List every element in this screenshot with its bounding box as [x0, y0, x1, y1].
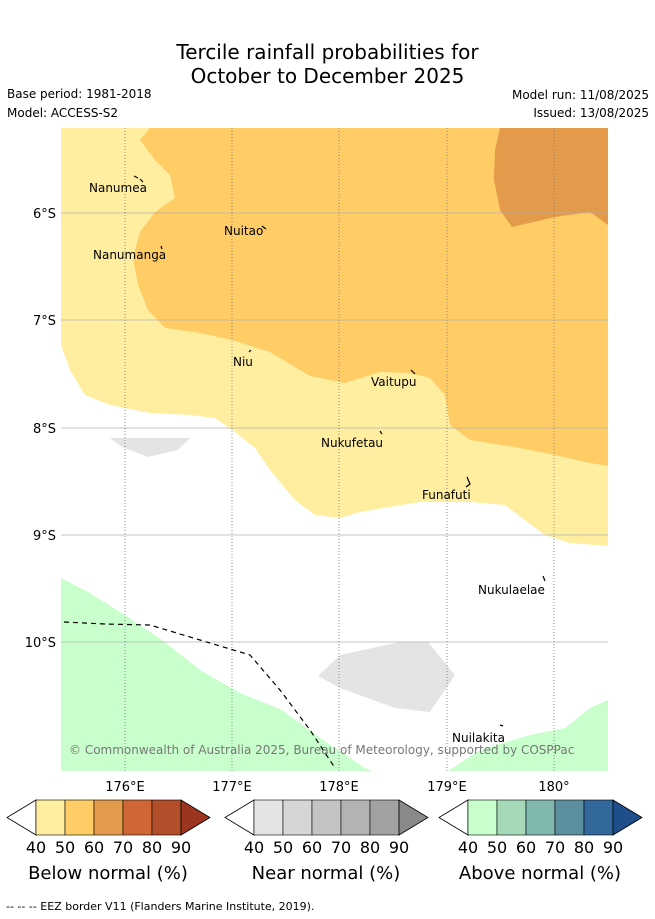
legend-near-label: Near normal (%)	[251, 863, 401, 884]
legend-swatch	[554, 799, 585, 836]
eez-border	[63, 621, 336, 769]
legend-swatch	[253, 799, 284, 836]
legend-tick: 60	[302, 838, 322, 857]
eez-note: -- -- -- EEZ border V11 (Flanders Marine…	[6, 900, 315, 913]
lon-label: 176°E	[105, 780, 145, 795]
legend-swatch	[496, 799, 527, 836]
lat-axis: 6°S 7°S 8°S 9°S 10°S	[25, 207, 56, 651]
legend-swatch	[525, 799, 556, 836]
legend-above-label: Above normal (%)	[458, 863, 622, 884]
place-niu: Niu	[233, 355, 253, 369]
title-line-1: Tercile rainfall probabilities for	[176, 40, 479, 64]
legend-tick: 40	[458, 838, 478, 857]
legend-tick: 70	[113, 838, 133, 857]
issued-date: Issued: 13/08/2025	[533, 106, 649, 120]
place-nuilakita: Nuilakita	[452, 731, 505, 745]
lat-label: 10°S	[25, 636, 56, 651]
legend-swatch	[122, 799, 153, 836]
lon-label: 179°E	[427, 780, 467, 795]
legend-tick: 70	[545, 838, 565, 857]
legends: 40 50 60 70 80 90 40 50 60 70 80 90 40 50 60 70 80 90	[6, 799, 643, 857]
title-line-2: October to December 2025	[190, 64, 465, 88]
place-vaitupu: Vaitupu	[371, 375, 417, 389]
legend-tick: 40	[26, 838, 46, 857]
above-normal-east	[448, 700, 608, 771]
legend-swatch	[340, 799, 371, 836]
legend-swatch	[282, 799, 313, 836]
place-nukulaelae: Nukulaelae	[478, 583, 545, 597]
legend-tick: 50	[487, 838, 507, 857]
probability-field	[61, 128, 608, 771]
lon-axis: 176°E 177°E 178°E 179°E 180°	[105, 780, 569, 795]
legend-over-90-cap	[612, 799, 643, 836]
legend-over-90-cap	[180, 799, 211, 836]
legend-tick: 80	[574, 838, 594, 857]
legend-tick: 80	[360, 838, 380, 857]
place-nanumea: Nanumea	[89, 181, 147, 195]
legend-below-label: Below normal (%)	[28, 863, 188, 884]
lat-label: 8°S	[33, 422, 56, 437]
near-normal-patch-1	[110, 438, 190, 457]
lat-label: 6°S	[33, 207, 56, 222]
legend-swatch	[93, 799, 124, 836]
place-nanumanga: Nanumanga	[93, 248, 166, 262]
lon-label: 178°E	[319, 780, 359, 795]
legend-tick: 40	[244, 838, 264, 857]
place-nuitao: Nuitao	[224, 224, 263, 238]
gridlines	[61, 128, 608, 771]
above-normal-west	[61, 578, 372, 771]
lon-label: 180°	[538, 780, 569, 795]
legend-tick: 50	[55, 838, 75, 857]
legend-below: 40 50 60 70 80 90	[6, 799, 211, 857]
legend-swatch	[151, 799, 182, 836]
legend-swatch	[35, 799, 66, 836]
legend-below-40-cap	[224, 799, 255, 836]
islands	[133, 175, 546, 727]
legend-swatch	[583, 799, 614, 836]
copyright-notice: © Commonwealth of Australia 2025, Bureau…	[69, 743, 574, 757]
place-nukufetau: Nukufetau	[321, 436, 383, 450]
legend-swatch	[311, 799, 342, 836]
legend-tick: 90	[389, 838, 409, 857]
legend-above: 40 50 60 70 80 90	[438, 799, 643, 857]
below-normal-60-70	[494, 128, 608, 227]
legend-swatch	[64, 799, 95, 836]
place-labels: Nanumea Nuitao Nanumanga Niu Vaitupu Nuk…	[89, 181, 545, 745]
legend-tick: 50	[273, 838, 293, 857]
legend-near: 40 50 60 70 80 90	[224, 799, 429, 857]
near-normal-patch-2	[318, 642, 455, 712]
below-normal-50-60	[133, 128, 608, 466]
legend-tick: 70	[331, 838, 351, 857]
legend-tick: 60	[84, 838, 104, 857]
place-funafuti: Funafuti	[422, 488, 471, 502]
lon-label: 177°E	[212, 780, 252, 795]
base-period: Base period: 1981-2018	[7, 87, 152, 101]
model-name: Model: ACCESS-S2	[7, 106, 119, 120]
legend-tick: 90	[171, 838, 191, 857]
legend-below-40-cap	[438, 799, 469, 836]
map-title: Tercile rainfall probabilities for Octob…	[0, 40, 655, 88]
legend-swatch	[369, 799, 400, 836]
legend-over-90-cap	[398, 799, 429, 836]
legend-tick: 90	[603, 838, 623, 857]
legend-swatch	[467, 799, 498, 836]
legend-tick: 80	[142, 838, 162, 857]
legend-tick: 60	[516, 838, 536, 857]
lat-label: 7°S	[33, 314, 56, 329]
legend-below-40-cap	[6, 799, 37, 836]
model-run-date: Model run: 11/08/2025	[511, 88, 649, 102]
lat-label: 9°S	[33, 529, 56, 544]
